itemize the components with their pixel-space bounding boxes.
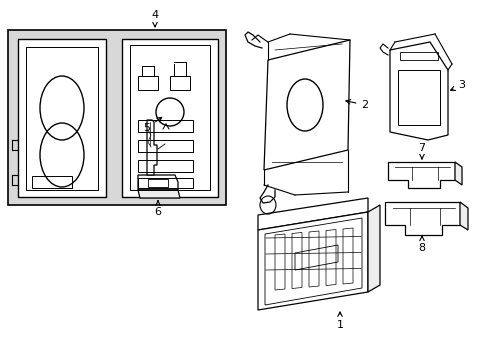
Bar [130,45,209,190]
Bar [26,47,98,190]
Text: 7: 7 [418,143,425,159]
Bar [8,30,225,205]
Polygon shape [138,175,178,190]
Text: 4: 4 [151,10,158,27]
Polygon shape [389,42,447,140]
Text: 8: 8 [418,236,425,253]
Polygon shape [367,205,379,292]
Bar [138,140,193,152]
Polygon shape [147,120,157,175]
Polygon shape [138,190,180,198]
Polygon shape [258,198,367,230]
Polygon shape [384,202,459,235]
Bar [18,39,106,197]
Bar [170,76,190,90]
Polygon shape [387,162,454,188]
Bar [122,39,218,197]
Bar [138,178,193,188]
Text: 5: 5 [143,117,162,133]
Polygon shape [258,212,367,310]
Bar [32,176,72,188]
Bar [138,160,193,172]
Bar [148,179,168,187]
Bar [397,70,439,125]
Bar [399,52,437,60]
Polygon shape [264,40,349,170]
Text: 3: 3 [450,80,465,90]
Bar [138,76,158,90]
Text: 1: 1 [336,312,343,330]
Text: 6: 6 [154,201,161,217]
Bar [138,120,193,132]
Polygon shape [454,162,461,185]
Polygon shape [459,202,467,230]
Text: 2: 2 [345,100,368,110]
